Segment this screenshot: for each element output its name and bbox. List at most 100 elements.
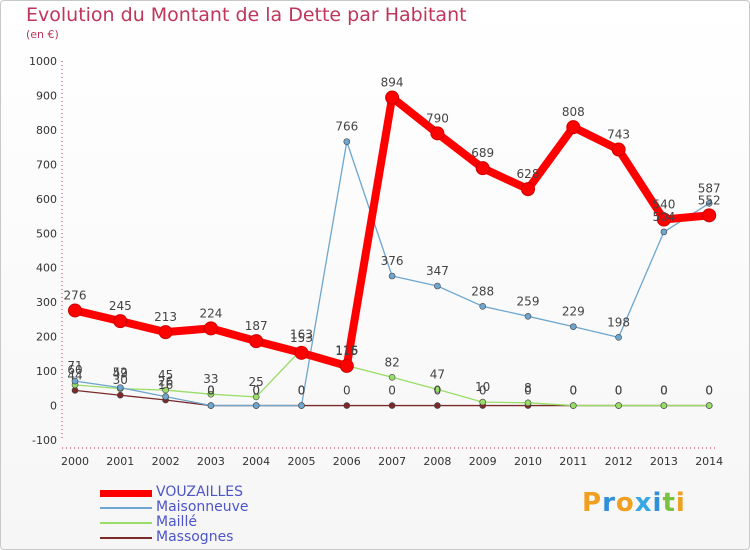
legend-label: Massognes (156, 529, 234, 545)
y-tick-label: 1000 (29, 55, 57, 68)
data-label: 0 (569, 384, 577, 398)
logo-letter: t (662, 488, 676, 518)
data-point (203, 321, 218, 336)
data-label: 0 (343, 384, 351, 398)
data-point (434, 282, 441, 290)
legend-swatch (100, 489, 152, 497)
x-tick-label: 2012 (605, 455, 633, 468)
data-label: 288 (471, 284, 494, 298)
data-label: 187 (245, 319, 268, 333)
data-label: 259 (517, 294, 540, 308)
data-label: 347 (426, 264, 449, 278)
data-label: 808 (562, 105, 585, 119)
legend-swatch (100, 537, 152, 539)
data-point (117, 384, 124, 391)
data-label: 0 (705, 384, 713, 398)
data-label: 10 (475, 380, 490, 394)
data-point (162, 386, 169, 394)
data-point (566, 120, 581, 135)
data-label: 26 (158, 375, 173, 389)
data-label: 0 (298, 384, 306, 398)
data-label: 552 (698, 193, 721, 207)
data-label: 0 (298, 384, 306, 398)
data-label: 163 (290, 327, 313, 341)
logo-letter: x (634, 488, 653, 518)
data-point (656, 212, 671, 227)
data-label: 0 (524, 384, 532, 398)
data-label: 766 (335, 120, 358, 134)
data-label: 894 (381, 76, 404, 90)
x-tick-label: 2010 (514, 455, 542, 468)
logo-letter: o (615, 488, 635, 518)
legend-label: Maisonneuve (156, 499, 249, 515)
data-point (569, 323, 577, 330)
data-label: 116 (335, 344, 358, 358)
proxiti-logo: Proxiti (582, 488, 686, 518)
logo-letter: r (602, 488, 616, 518)
data-point (298, 402, 305, 409)
data-point (615, 402, 622, 409)
data-point (479, 398, 487, 406)
data-label: 0 (615, 384, 623, 398)
data-point (569, 402, 577, 409)
y-tick-label: 100 (36, 365, 57, 378)
data-label: 0 (615, 384, 623, 398)
x-tick-label: 2013 (650, 455, 678, 468)
data-point (385, 90, 400, 105)
x-tick-label: 2008 (423, 455, 451, 468)
data-point (339, 358, 354, 373)
legend-label: VOUZAILLES (156, 484, 243, 500)
data-point (162, 393, 169, 400)
data-label: 0 (388, 384, 396, 398)
data-label: 0 (207, 384, 215, 398)
x-tick-label: 2001 (106, 455, 134, 468)
x-tick-label: 2002 (152, 455, 180, 468)
data-label: 790 (426, 111, 449, 125)
data-label: 60 (67, 363, 82, 377)
legend-swatch (100, 507, 152, 509)
data-point (252, 402, 260, 409)
data-point (68, 303, 82, 318)
data-point (521, 182, 535, 197)
data-point (660, 402, 668, 409)
logo-letter: i (675, 488, 686, 518)
data-point (388, 272, 396, 280)
data-point (158, 325, 173, 340)
data-point (479, 303, 487, 310)
chart-title: Evolution du Montant de la Dette par Hab… (26, 4, 467, 26)
data-point (611, 142, 626, 157)
data-label: 0 (705, 384, 713, 398)
data-label: 0 (569, 384, 577, 398)
data-label: 504 (652, 210, 675, 224)
data-label: 44 (67, 368, 82, 382)
data-label: 0 (252, 384, 260, 398)
data-point (71, 377, 79, 385)
data-point (207, 402, 215, 409)
data-label: 25 (249, 375, 264, 389)
data-point (660, 228, 668, 236)
data-label: 52 (113, 366, 128, 380)
x-tick-label: 2005 (288, 455, 316, 468)
data-label: 33 (203, 372, 218, 386)
data-label: 743 (607, 128, 630, 142)
data-point (388, 373, 396, 381)
x-tick-label: 2007 (378, 455, 406, 468)
data-point (705, 199, 713, 207)
y-tick-label: 500 (36, 227, 57, 240)
data-label: 224 (199, 306, 222, 320)
data-label: 16 (158, 378, 173, 392)
y-tick-label: -100 (32, 434, 57, 447)
data-label: 229 (562, 305, 585, 319)
data-label: 71 (67, 359, 82, 373)
data-point (434, 386, 441, 393)
y-tick-label: 900 (36, 89, 57, 102)
y-tick-label: 700 (36, 158, 57, 171)
data-point (343, 402, 351, 409)
data-point (702, 208, 717, 223)
y-tick-label: 0 (50, 400, 57, 413)
data-label: 0 (207, 384, 215, 398)
data-point (207, 390, 215, 398)
x-tick-label: 2003 (197, 455, 225, 468)
y-tick-label: 200 (36, 331, 57, 344)
